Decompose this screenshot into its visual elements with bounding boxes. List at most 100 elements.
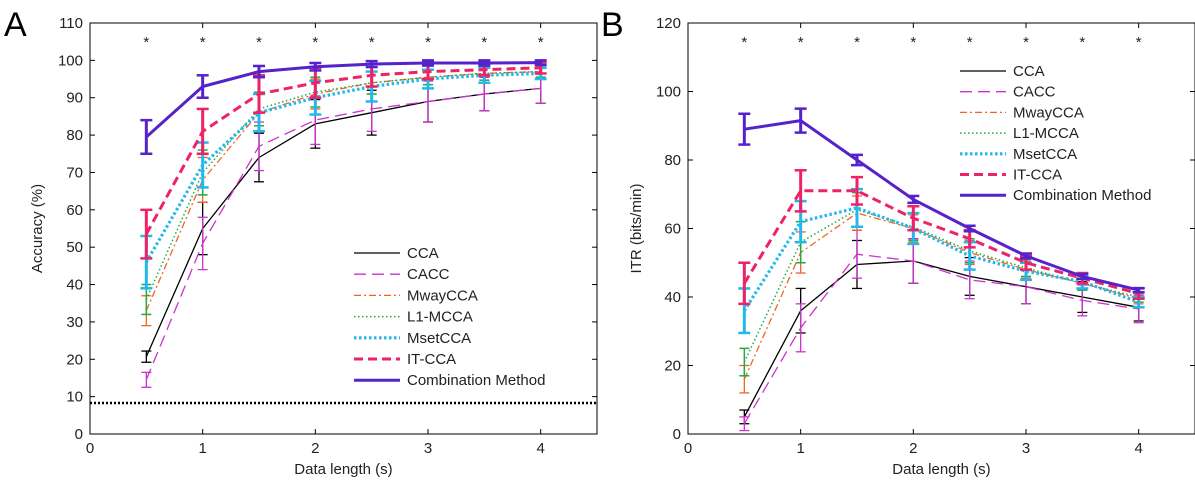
y-tick-label: 30 [66, 314, 83, 331]
error-bar [907, 194, 920, 205]
x-tick-label: 0 [684, 440, 692, 457]
legend-entry: Combination Method [407, 372, 545, 389]
error-bar [365, 59, 378, 69]
series-combination-method [738, 107, 1145, 294]
error-bar [963, 224, 976, 233]
x-tick-label: 3 [424, 440, 432, 457]
significance-star: * [910, 34, 916, 51]
significance-star: * [312, 34, 318, 51]
error-bar [907, 204, 920, 232]
error-bar [795, 303, 806, 353]
significance-star: * [481, 34, 487, 51]
significance-star: * [967, 34, 973, 51]
x-tick-label: 4 [536, 440, 544, 457]
error-bar [140, 118, 153, 156]
x-axis-label: Data length (s) [294, 461, 392, 478]
x-axis-label: Data length (s) [892, 461, 990, 478]
error-bar [140, 208, 153, 260]
y-tick-label: 100 [656, 84, 681, 101]
x-tick-label: 0 [86, 440, 94, 457]
significance-star: * [369, 34, 375, 51]
series-line [145, 70, 541, 300]
series-line [743, 212, 1139, 380]
legend-entry: CACC [1013, 84, 1056, 101]
y-tick-label: 20 [66, 351, 83, 368]
series-line [145, 70, 541, 311]
error-bar [141, 350, 152, 363]
error-bar [478, 59, 491, 67]
panel-letter: A [4, 6, 27, 44]
significance-star: * [1023, 34, 1029, 51]
series-cca [739, 238, 1144, 425]
series-line [145, 87, 541, 357]
y-tick-label: 50 [66, 239, 83, 256]
error-bar [794, 169, 807, 213]
y-tick-label: 80 [66, 127, 83, 144]
series-line [742, 206, 1140, 312]
legend-entry: L1-MCCA [1013, 125, 1079, 142]
significance-star: * [1079, 34, 1085, 51]
legend-entry: CACC [407, 266, 450, 283]
y-tick-label: 0 [673, 426, 681, 443]
series-l1-mcca [141, 65, 546, 316]
error-bar [196, 74, 209, 99]
legend-entry: Combination Method [1013, 187, 1151, 204]
legend-entry: IT-CCA [407, 351, 456, 368]
significance-star: * [143, 34, 149, 51]
x-tick-label: 3 [1022, 440, 1030, 457]
series-mwaycca [141, 65, 546, 327]
series-line [145, 61, 541, 139]
y-axis-label: Accuracy (%) [29, 184, 46, 273]
x-tick-label: 1 [796, 440, 804, 457]
legend-entry: IT-CCA [1013, 167, 1062, 184]
y-tick-label: 90 [66, 90, 83, 107]
significance-star: * [854, 34, 860, 51]
y-tick-label: 100 [58, 52, 83, 69]
error-bar [197, 216, 208, 271]
x-tick-label: 2 [909, 440, 917, 457]
x-tick-label: 1 [198, 440, 206, 457]
error-bar [1020, 252, 1032, 260]
error-bar [534, 59, 547, 67]
y-tick-label: 40 [664, 289, 681, 306]
y-axis-label: ITR (bits/min) [628, 183, 645, 273]
series-combination-method [140, 59, 547, 156]
legend-entry: MwayCCA [407, 287, 478, 304]
error-bar [738, 261, 751, 306]
series-line [743, 253, 1139, 425]
significance-star: * [741, 34, 747, 51]
legend-entry: L1-MCCA [407, 309, 473, 326]
series-line [144, 66, 541, 235]
legend: CCA CACC MwayCCA L1-MCCA MsetCCA IT-CCA Combin… [354, 245, 545, 389]
y-tick-label: 80 [664, 152, 681, 169]
series-line [145, 87, 541, 381]
error-bar [851, 153, 863, 167]
error-bar [141, 371, 152, 388]
y-tick-label: 10 [66, 389, 83, 406]
panel-letter: B [601, 6, 624, 44]
y-tick-label: 120 [656, 15, 681, 32]
significance-star: * [425, 34, 431, 51]
error-bar [794, 107, 807, 134]
y-tick-label: 60 [66, 202, 83, 219]
legend: CCA CACC MwayCCA L1-MCCA MsetCCA IT-CCA Combin… [960, 63, 1151, 204]
error-bar [739, 416, 750, 432]
error-bar [1076, 272, 1089, 281]
legend-entry: MwayCCA [1013, 104, 1084, 121]
x-tick-label: 2 [311, 440, 319, 457]
significance-star: * [256, 34, 262, 51]
axes-box [89, 22, 598, 435]
significance-star: * [798, 34, 804, 51]
x-tick-label: 4 [1134, 440, 1142, 457]
y-tick-label: 110 [59, 15, 83, 32]
series-line [743, 260, 1139, 418]
error-bar [739, 347, 750, 377]
error-bar [309, 61, 322, 72]
legend-entry: MsetCCA [1013, 146, 1077, 163]
error-bar [196, 107, 209, 156]
y-tick-label: 0 [75, 426, 83, 443]
y-tick-label: 70 [66, 164, 83, 181]
